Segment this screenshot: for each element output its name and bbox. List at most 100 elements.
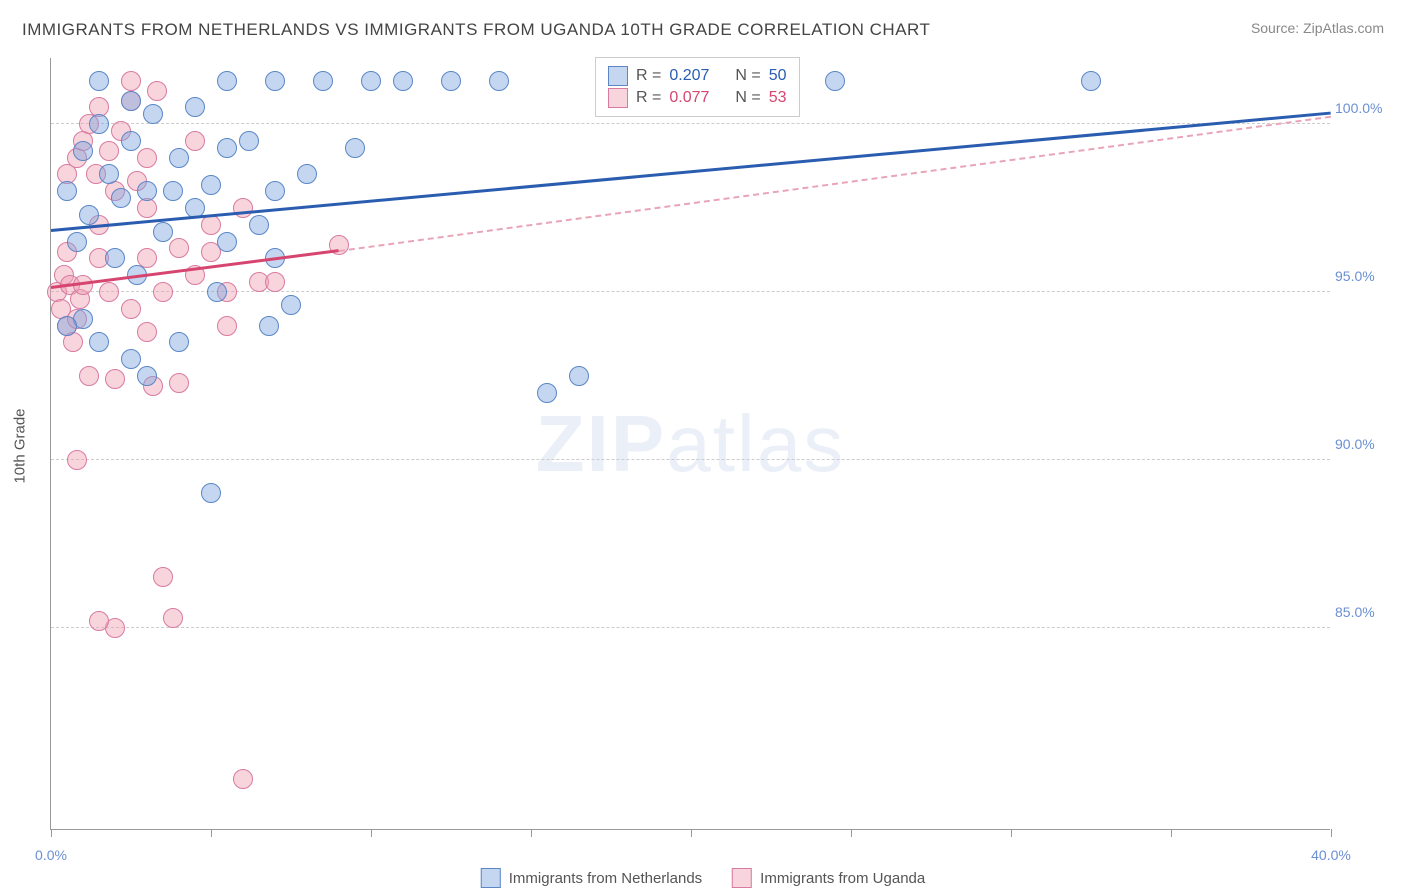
legend-n-label: N =	[735, 67, 760, 85]
scatter-point-netherlands	[239, 131, 259, 151]
bottom-legend: Immigrants from Netherlands Immigrants f…	[481, 868, 925, 888]
scatter-point-uganda	[153, 282, 173, 302]
legend-r-value: 0.207	[669, 67, 709, 85]
scatter-point-uganda	[233, 769, 253, 789]
scatter-point-netherlands	[265, 71, 285, 91]
watermark-bold: ZIP	[536, 399, 666, 488]
scatter-point-netherlands	[569, 366, 589, 386]
swatch-netherlands	[481, 868, 501, 888]
swatch-uganda	[732, 868, 752, 888]
xtick	[691, 829, 692, 837]
scatter-point-netherlands	[537, 383, 557, 403]
scatter-point-netherlands	[393, 71, 413, 91]
scatter-point-netherlands	[489, 71, 509, 91]
scatter-point-netherlands	[169, 148, 189, 168]
scatter-point-uganda	[79, 366, 99, 386]
scatter-point-netherlands	[281, 295, 301, 315]
xtick	[1331, 829, 1332, 837]
scatter-point-netherlands	[73, 141, 93, 161]
scatter-point-uganda	[163, 608, 183, 628]
xtick	[211, 829, 212, 837]
scatter-point-netherlands	[345, 138, 365, 158]
scatter-point-netherlands	[57, 181, 77, 201]
scatter-point-netherlands	[259, 316, 279, 336]
legend-label-uganda: Immigrants from Uganda	[760, 870, 925, 887]
plot-area: ZIPatlas 85.0%90.0%95.0%100.0%0.0%40.0%R…	[50, 58, 1330, 830]
xtick	[531, 829, 532, 837]
scatter-point-uganda	[185, 131, 205, 151]
scatter-point-netherlands	[201, 483, 221, 503]
scatter-point-uganda	[147, 81, 167, 101]
scatter-point-netherlands	[207, 282, 227, 302]
scatter-point-netherlands	[265, 181, 285, 201]
scatter-point-netherlands	[111, 188, 131, 208]
legend-n-value: 50	[769, 67, 787, 85]
scatter-point-uganda	[137, 322, 157, 342]
trendline-uganda-dash	[339, 115, 1331, 251]
source-label: Source: ZipAtlas.com	[1251, 20, 1384, 36]
chart-container: IMMIGRANTS FROM NETHERLANDS VS IMMIGRANT…	[0, 0, 1406, 892]
scatter-point-uganda	[137, 148, 157, 168]
scatter-point-netherlands	[121, 91, 141, 111]
ytick-label: 95.0%	[1335, 268, 1395, 284]
xtick-label: 0.0%	[35, 847, 67, 863]
scatter-point-netherlands	[67, 232, 87, 252]
scatter-point-netherlands	[201, 175, 221, 195]
scatter-point-netherlands	[153, 222, 173, 242]
gridline-h	[51, 123, 1330, 124]
legend-item-netherlands: Immigrants from Netherlands	[481, 868, 702, 888]
correlation-legend: R =0.207N =50R =0.077N =53	[595, 57, 800, 117]
scatter-point-netherlands	[313, 71, 333, 91]
scatter-point-uganda	[99, 282, 119, 302]
scatter-point-uganda	[67, 450, 87, 470]
legend-r-label: R =	[636, 67, 661, 85]
scatter-point-uganda	[89, 611, 109, 631]
xtick	[851, 829, 852, 837]
scatter-point-netherlands	[137, 366, 157, 386]
scatter-point-uganda	[217, 316, 237, 336]
watermark: ZIPatlas	[536, 398, 845, 490]
legend-row: R = 0.207 N = 50	[608, 66, 787, 86]
xtick	[371, 829, 372, 837]
scatter-point-netherlands	[99, 164, 119, 184]
legend-n-label: N =	[735, 89, 760, 107]
scatter-point-netherlands	[137, 181, 157, 201]
scatter-point-uganda	[153, 567, 173, 587]
scatter-point-uganda	[169, 238, 189, 258]
trendline-netherlands	[51, 111, 1331, 231]
scatter-point-uganda	[265, 272, 285, 292]
scatter-point-uganda	[121, 71, 141, 91]
legend-label-netherlands: Immigrants from Netherlands	[509, 870, 702, 887]
scatter-point-netherlands	[57, 316, 77, 336]
scatter-point-netherlands	[825, 71, 845, 91]
scatter-point-uganda	[169, 373, 189, 393]
scatter-point-uganda	[105, 369, 125, 389]
ytick-label: 85.0%	[1335, 604, 1395, 620]
scatter-point-netherlands	[163, 181, 183, 201]
scatter-point-netherlands	[79, 205, 99, 225]
legend-r-label: R =	[636, 89, 661, 107]
scatter-point-netherlands	[297, 164, 317, 184]
y-axis-label: 10th Grade	[12, 408, 29, 483]
scatter-point-netherlands	[121, 349, 141, 369]
scatter-point-uganda	[99, 141, 119, 161]
legend-row: R =0.077N =53	[608, 88, 787, 108]
scatter-point-netherlands	[105, 248, 125, 268]
scatter-point-netherlands	[89, 332, 109, 352]
gridline-h	[51, 291, 1330, 292]
scatter-point-netherlands	[441, 71, 461, 91]
gridline-h	[51, 459, 1330, 460]
scatter-point-uganda	[233, 198, 253, 218]
xtick	[1171, 829, 1172, 837]
scatter-point-netherlands	[169, 332, 189, 352]
gridline-h	[51, 627, 1330, 628]
legend-r-value: 0.077	[669, 89, 709, 107]
scatter-point-netherlands	[89, 114, 109, 134]
xtick	[51, 829, 52, 837]
scatter-point-netherlands	[217, 232, 237, 252]
scatter-point-netherlands	[89, 71, 109, 91]
xtick	[1011, 829, 1012, 837]
legend-swatch	[608, 88, 628, 108]
legend-item-uganda: Immigrants from Uganda	[732, 868, 925, 888]
ytick-label: 100.0%	[1335, 100, 1395, 116]
